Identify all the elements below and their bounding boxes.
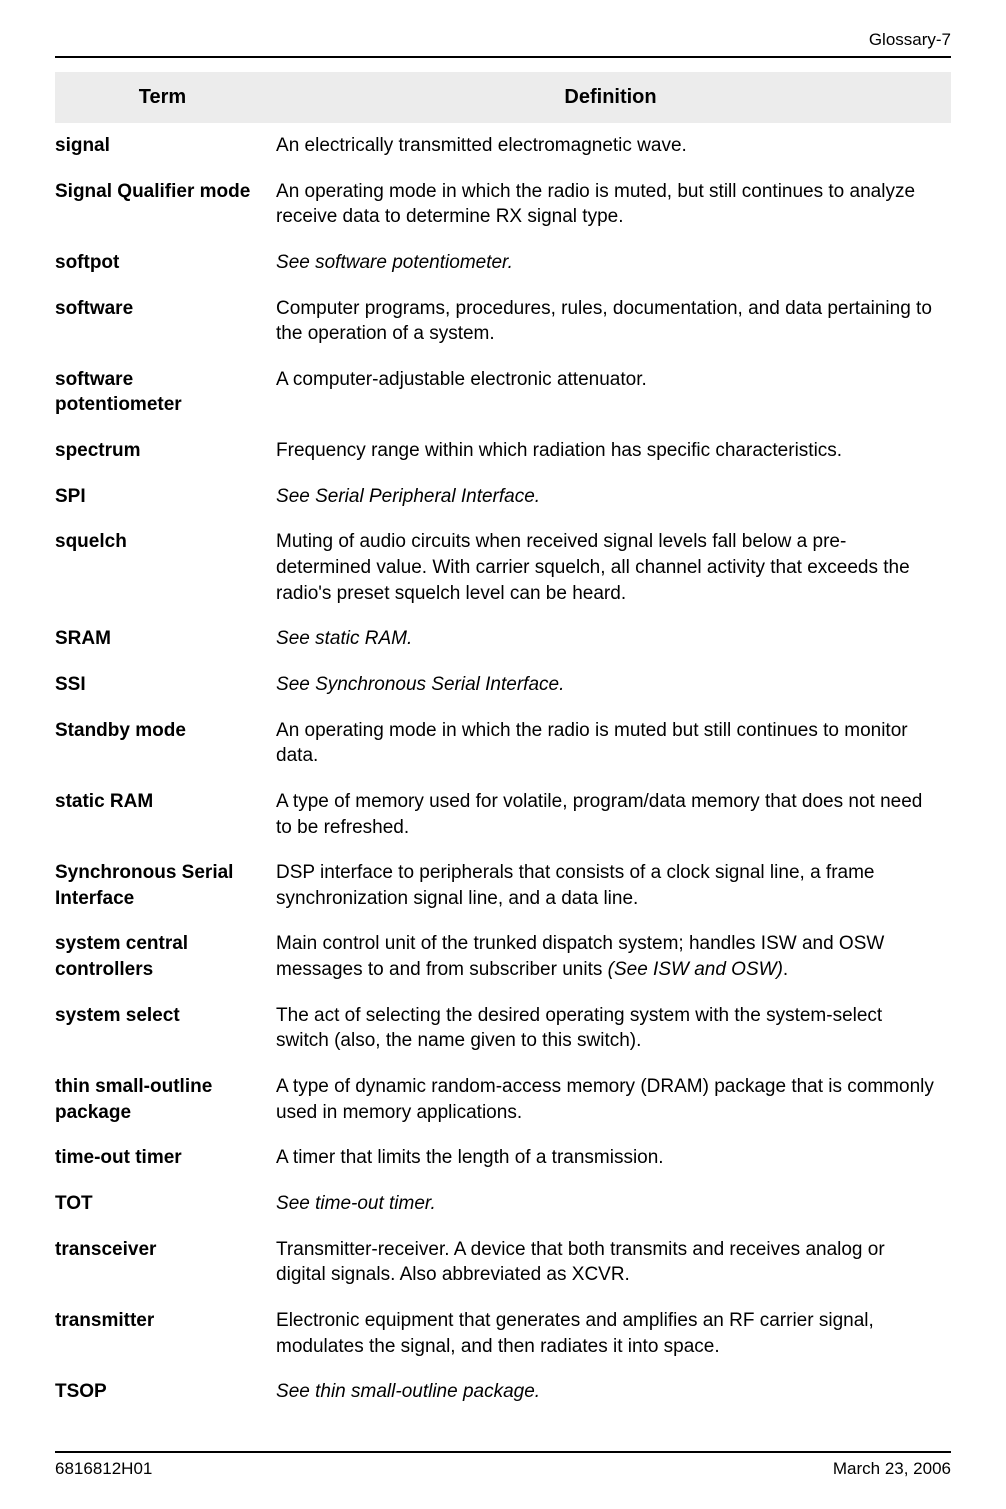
table-row: system central controllersMain control u…	[55, 921, 951, 992]
term-cell: system select	[55, 993, 270, 1064]
definition-cell: Frequency range within which radiation h…	[270, 428, 951, 474]
term-cell: system central controllers	[55, 921, 270, 992]
definition-cell: A computer-adjustable electronic attenua…	[270, 357, 951, 428]
table-row: SPI See Serial Peripheral Interface.	[55, 474, 951, 520]
definition-text: A type of memory used for volatile, prog…	[276, 791, 922, 838]
table-row: SSI See Synchronous Serial Interface.	[55, 662, 951, 708]
term-cell: Synchronous Serial Interface	[55, 850, 270, 921]
definition-cell: An operating mode in which the radio is …	[270, 708, 951, 779]
term-cell: SSI	[55, 662, 270, 708]
definition-cell: DSP interface to peripherals that consis…	[270, 850, 951, 921]
definition-cell: An electrically transmitted electromagne…	[270, 123, 951, 169]
definition-text: An operating mode in which the radio is …	[276, 720, 908, 767]
footer-doc-id: 6816812H01	[55, 1459, 152, 1479]
table-row: softpot See software potentiometer.	[55, 240, 951, 286]
definition-italic: See thin small-outline package.	[276, 1381, 540, 1402]
term-cell: Standby mode	[55, 708, 270, 779]
table-row: SRAM See static RAM.	[55, 616, 951, 662]
table-row: transceiverTransmitter-receiver. A devic…	[55, 1227, 951, 1298]
definition-cell: Muting of audio circuits when received s…	[270, 519, 951, 616]
definition-text: A timer that limits the length of a tran…	[276, 1147, 664, 1168]
definition-cell: A type of memory used for volatile, prog…	[270, 779, 951, 850]
definition-cell: See Serial Peripheral Interface.	[270, 474, 951, 520]
definition-italic: See Synchronous Serial Interface.	[276, 674, 564, 695]
definition-cell: A type of dynamic random-access memory (…	[270, 1064, 951, 1135]
table-row: thin small-outline packageA type of dyna…	[55, 1064, 951, 1135]
definition-text: The act of selecting the desired operati…	[276, 1005, 882, 1052]
table-row: Signal Qualifier modeAn operating mode i…	[55, 169, 951, 240]
col-header-definition: Definition	[270, 72, 951, 123]
definition-cell: An operating mode in which the radio is …	[270, 169, 951, 240]
definition-italic: See time-out timer.	[276, 1193, 436, 1214]
table-row: software potentiometer A computer-adjusta…	[55, 357, 951, 428]
term-cell: static RAM	[55, 779, 270, 850]
glossary-table: Term Definition signal An electrically tr…	[55, 72, 951, 1415]
definition-text: Electronic equipment that generates and …	[276, 1310, 874, 1357]
footer-date: March 23, 2006	[833, 1459, 951, 1479]
definition-text: A computer-adjustable electronic attenua…	[276, 369, 647, 390]
definition-cell: The act of selecting the desired operati…	[270, 993, 951, 1064]
definition-italic: See Serial Peripheral Interface.	[276, 486, 540, 507]
table-row: Standby modeAn operating mode in which t…	[55, 708, 951, 779]
term-cell: Signal Qualifier mode	[55, 169, 270, 240]
table-header-row: Term Definition	[55, 72, 951, 123]
definition-text: A type of dynamic random-access memory (…	[276, 1076, 934, 1123]
table-row: Synchronous Serial InterfaceDSP interfac…	[55, 850, 951, 921]
page-footer: 6816812H01 March 23, 2006	[55, 1453, 951, 1509]
definition-cell: See thin small-outline package.	[270, 1369, 951, 1415]
definition-text: DSP interface to peripherals that consis…	[276, 862, 874, 909]
term-cell: squelch	[55, 519, 270, 616]
definition-cell: Transmitter-receiver. A device that both…	[270, 1227, 951, 1298]
term-cell: TOT	[55, 1181, 270, 1227]
definition-text: An electrically transmitted electromagne…	[276, 135, 687, 156]
definition-cell: See static RAM.	[270, 616, 951, 662]
definition-text: An operating mode in which the radio is …	[276, 181, 915, 228]
term-cell: SRAM	[55, 616, 270, 662]
term-cell: time-out timer	[55, 1135, 270, 1181]
table-row: softwareComputer programs, procedures, r…	[55, 286, 951, 357]
term-cell: SPI	[55, 474, 270, 520]
definition-cell: See software potentiometer.	[270, 240, 951, 286]
definition-cell: A timer that limits the length of a tran…	[270, 1135, 951, 1181]
term-cell: software potentiometer	[55, 357, 270, 428]
definition-cell: Electronic equipment that generates and …	[270, 1298, 951, 1369]
term-cell: transmitter	[55, 1298, 270, 1369]
definition-italic: (See ISW and OSW)	[608, 959, 783, 980]
definition-text: Computer programs, procedures, rules, do…	[276, 298, 932, 345]
definition-text: .	[783, 959, 788, 980]
table-row: system selectThe act of selecting the de…	[55, 993, 951, 1064]
term-cell: spectrum	[55, 428, 270, 474]
table-row: time-out timer A timer that limits the le…	[55, 1135, 951, 1181]
table-row: TSOP See thin small-outline package.	[55, 1369, 951, 1415]
definition-italic: See software potentiometer.	[276, 252, 513, 273]
definition-cell: Main control unit of the trunked dispatc…	[270, 921, 951, 992]
col-header-term: Term	[55, 72, 270, 123]
definition-text: Transmitter-receiver. A device that both…	[276, 1239, 885, 1286]
table-row: static RAMA type of memory used for vola…	[55, 779, 951, 850]
page-header: Glossary-7	[55, 0, 951, 56]
definition-italic: See static RAM.	[276, 628, 412, 649]
table-row: signal An electrically transmitted electr…	[55, 123, 951, 169]
table-row: TOT See time-out timer.	[55, 1181, 951, 1227]
definition-text: Main control unit of the trunked dispatc…	[276, 933, 884, 980]
term-cell: transceiver	[55, 1227, 270, 1298]
table-row: spectrum Frequency range within which rad…	[55, 428, 951, 474]
definition-cell: See time-out timer.	[270, 1181, 951, 1227]
term-cell: TSOP	[55, 1369, 270, 1415]
definition-text: Muting of audio circuits when received s…	[276, 531, 910, 603]
glossary-tbody: signal An electrically transmitted electr…	[55, 123, 951, 1415]
term-cell: thin small-outline package	[55, 1064, 270, 1135]
term-cell: signal	[55, 123, 270, 169]
table-row: transmitterElectronic equipment that gen…	[55, 1298, 951, 1369]
table-row: squelchMuting of audio circuits when rec…	[55, 519, 951, 616]
definition-cell: See Synchronous Serial Interface.	[270, 662, 951, 708]
definition-cell: Computer programs, procedures, rules, do…	[270, 286, 951, 357]
page-label: Glossary-7	[869, 30, 951, 49]
top-rule	[55, 56, 951, 58]
definition-text: Frequency range within which radiation h…	[276, 440, 842, 461]
term-cell: softpot	[55, 240, 270, 286]
term-cell: software	[55, 286, 270, 357]
